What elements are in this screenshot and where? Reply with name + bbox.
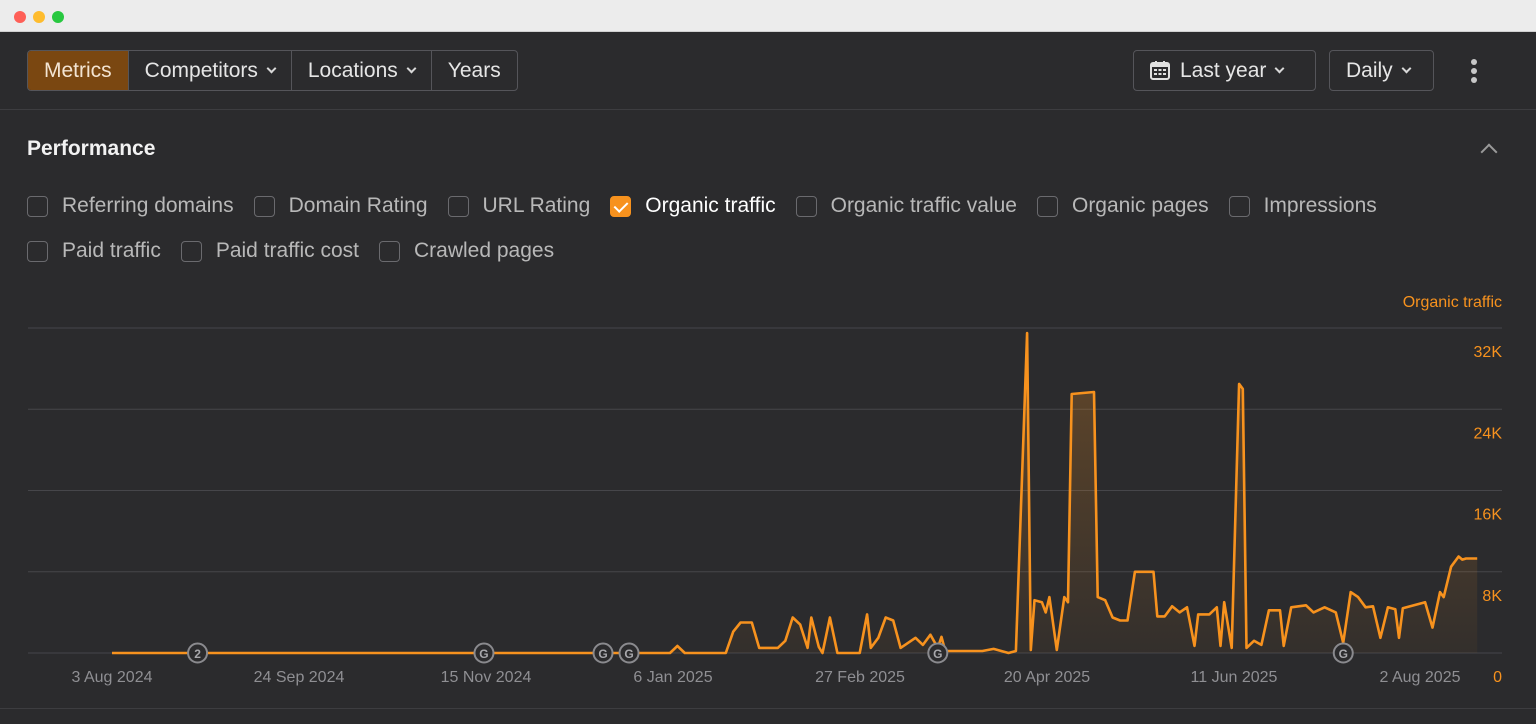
x-tick-label: 27 Feb 2025	[815, 669, 905, 686]
annotation-label: G	[933, 647, 942, 661]
checkbox-label: Organic traffic	[645, 194, 776, 217]
annotation-marker[interactable]	[187, 642, 209, 664]
annotation-label: 2	[194, 647, 201, 661]
x-tick-label: 11 Jun 2025	[1191, 669, 1278, 686]
y-tick-label: 0	[1493, 669, 1502, 686]
date-range-label: Last year	[1180, 58, 1267, 82]
y-tick-label: 16K	[1474, 507, 1503, 524]
metric-row-1: Referring domains Domain Rating URL Rating…	[27, 190, 1507, 222]
checkbox-unchecked-icon[interactable]	[447, 195, 469, 217]
section-title: Performance	[27, 137, 156, 160]
window-titlebar	[0, 0, 1536, 32]
tab-label: Locations	[307, 58, 398, 82]
checkbox-label: Crawled pages	[414, 239, 555, 262]
tab-metrics[interactable]: Metrics	[28, 51, 129, 90]
close-window-button[interactable]	[14, 11, 26, 23]
calendar-icon	[1150, 61, 1170, 80]
y-tick-label: 32K	[1474, 344, 1503, 361]
checkbox-organic-traffic-value[interactable]: Organic traffic value	[795, 194, 1017, 218]
tab-competitors[interactable]: Competitors	[129, 51, 292, 90]
series-label: Organic traffic	[1403, 294, 1502, 311]
divider	[0, 708, 1536, 709]
checkbox-unchecked-icon[interactable]	[1036, 195, 1058, 217]
x-tick-label: 20 Apr 2025	[1004, 669, 1090, 686]
view-tabs: Metrics Competitors Locations Years	[27, 50, 518, 91]
annotation-marker[interactable]	[473, 642, 495, 664]
chevron-up-icon[interactable]	[1478, 140, 1500, 158]
chevron-down-icon	[266, 63, 277, 74]
chevron-down-icon	[406, 63, 417, 74]
checkbox-label: Domain Rating	[288, 194, 428, 217]
tab-label: Competitors	[144, 58, 258, 82]
checkbox-label: Paid traffic cost	[215, 239, 360, 262]
checkbox-unchecked-icon[interactable]	[795, 195, 817, 217]
checkbox-paid-traffic[interactable]: Paid traffic	[27, 239, 161, 263]
y-tick-label: 24K	[1474, 425, 1503, 442]
checkbox-organic-pages[interactable]: Organic pages	[1036, 194, 1209, 218]
checkbox-impressions[interactable]: Impressions	[1228, 194, 1377, 218]
annotation-label: G	[598, 647, 607, 661]
metric-checkboxes: Referring domains Domain Rating URL Rating…	[27, 190, 1507, 280]
annotation-label: G	[1339, 647, 1348, 661]
chevron-down-icon	[1274, 63, 1285, 74]
checkbox-unchecked-icon[interactable]	[27, 240, 48, 262]
interval-dropdown[interactable]: Daily	[1329, 50, 1434, 91]
annotation-label: G	[479, 647, 488, 661]
checkbox-crawled-pages[interactable]: Crawled pages	[379, 239, 554, 263]
checkbox-paid-traffic-cost[interactable]: Paid traffic cost	[180, 239, 360, 263]
series-area	[112, 333, 1478, 653]
checkbox-unchecked-icon[interactable]	[1228, 195, 1250, 217]
x-tick-label: 15 Nov 2024	[441, 669, 532, 686]
checkbox-checked-icon[interactable]	[610, 195, 632, 217]
tab-label: Metrics	[44, 58, 112, 82]
checkbox-organic-traffic[interactable]: Organic traffic	[610, 194, 776, 218]
performance-chart: Organic traffic 0 8K 16K 24K 32K 3 Aug 2024 24 …	[0, 280, 1536, 710]
maximize-window-button[interactable]	[52, 11, 64, 23]
checkbox-unchecked-icon[interactable]	[379, 240, 401, 262]
x-tick-label: 3 Aug 2024	[72, 669, 153, 686]
annotation-marker[interactable]	[592, 642, 614, 664]
checkbox-label: Referring domains	[62, 194, 234, 217]
annotation-marker[interactable]	[1332, 642, 1354, 664]
tab-label: Years	[447, 58, 501, 82]
checkbox-unchecked-icon[interactable]	[253, 195, 275, 217]
annotation-marker[interactable]	[618, 642, 640, 664]
chevron-down-icon	[1401, 63, 1412, 74]
tab-locations[interactable]: Locations	[292, 51, 432, 90]
x-tick-label: 2 Aug 2025	[1380, 669, 1461, 686]
tab-years[interactable]: Years	[432, 51, 517, 90]
toolbar: Metrics Competitors Locations Years	[0, 32, 1536, 110]
x-tick-label: 6 Jan 2025	[633, 669, 712, 686]
checkbox-label: Impressions	[1263, 194, 1377, 217]
organic-traffic-chart[interactable]: Organic traffic 0 8K 16K 24K 32K 3 Aug 2024 24 …	[0, 280, 1536, 708]
x-tick-label: 24 Sep 2024	[254, 669, 345, 686]
checkbox-domain-rating[interactable]: Domain Rating	[253, 194, 428, 218]
minimize-window-button[interactable]	[33, 11, 45, 23]
checkbox-unchecked-icon[interactable]	[27, 195, 48, 217]
checkbox-url-rating[interactable]: URL Rating	[447, 194, 591, 218]
checkbox-label: Organic traffic value	[830, 194, 1017, 217]
interval-label: Daily	[1346, 58, 1393, 82]
annotation-label: G	[624, 647, 633, 661]
series-line[interactable]	[112, 331, 1478, 655]
y-tick-label: 8K	[1482, 588, 1502, 605]
annotation-marker[interactable]	[927, 642, 949, 664]
checkbox-label: Organic pages	[1071, 194, 1209, 217]
metric-row-2: Paid traffic Paid traffic cost Crawled pag…	[27, 235, 1507, 267]
kebab-menu-icon[interactable]	[1462, 58, 1486, 84]
checkbox-label: Paid traffic	[62, 239, 161, 262]
checkbox-unchecked-icon[interactable]	[180, 240, 202, 262]
date-range-dropdown[interactable]: Last year	[1133, 50, 1316, 91]
checkbox-label: URL Rating	[482, 194, 591, 217]
checkbox-referring-domains[interactable]: Referring domains	[27, 194, 234, 218]
